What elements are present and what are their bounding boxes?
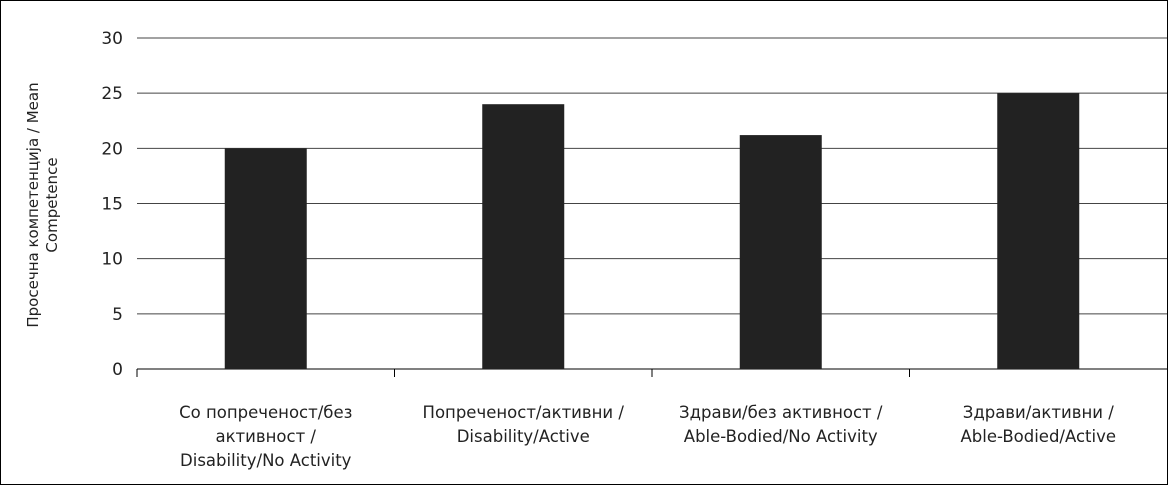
bar bbox=[224, 148, 307, 369]
gridlines bbox=[137, 37, 1167, 315]
y-axis-title: Просечна компетенција / Mean Competence bbox=[24, 82, 61, 328]
bar bbox=[739, 135, 822, 369]
x-tick-label: Здрави/активни / Able-Bodied/Active bbox=[913, 401, 1163, 449]
x-tick-label-line: Здрави/активни / bbox=[962, 403, 1114, 422]
x-tick-label-line: Со попреченост/без bbox=[179, 403, 353, 422]
y-tick-label: 20 bbox=[101, 139, 123, 159]
y-tick-label: 10 bbox=[101, 250, 123, 270]
y-tick-label: 25 bbox=[101, 84, 123, 104]
x-axis bbox=[136, 368, 1167, 377]
x-tick-label-line: активност / bbox=[215, 427, 316, 446]
y-tick-label: 15 bbox=[101, 195, 123, 215]
x-tick-label: Здрави/без активност / Able-Bodied/No Act… bbox=[656, 401, 906, 449]
bars bbox=[224, 93, 1080, 370]
x-tick-label-line: Попреченост/активни / bbox=[422, 403, 624, 422]
x-tick-label-line: Able-Bodied/Active bbox=[960, 427, 1117, 446]
x-tick-label-line: Disability/No Activity bbox=[180, 451, 352, 470]
y-tick-label: 30 bbox=[101, 29, 123, 49]
x-tick-label: Попреченост/активни / Disability/Active bbox=[398, 401, 648, 449]
y-tick-label: 0 bbox=[112, 360, 123, 380]
bar bbox=[997, 93, 1080, 370]
x-tick-label-line: Disability/Active bbox=[456, 427, 590, 446]
y-tick-label: 5 bbox=[112, 305, 123, 325]
x-tick-label-line: Able-Bodied/No Activity bbox=[683, 427, 878, 446]
bar bbox=[482, 104, 565, 369]
x-tick-label-line: Здрави/без активност / bbox=[679, 403, 883, 422]
y-tick-labels: 0 5 10 15 20 25 30 bbox=[101, 29, 123, 380]
x-tick-label: Со попреченост/без активност / Disability/… bbox=[141, 401, 391, 473]
